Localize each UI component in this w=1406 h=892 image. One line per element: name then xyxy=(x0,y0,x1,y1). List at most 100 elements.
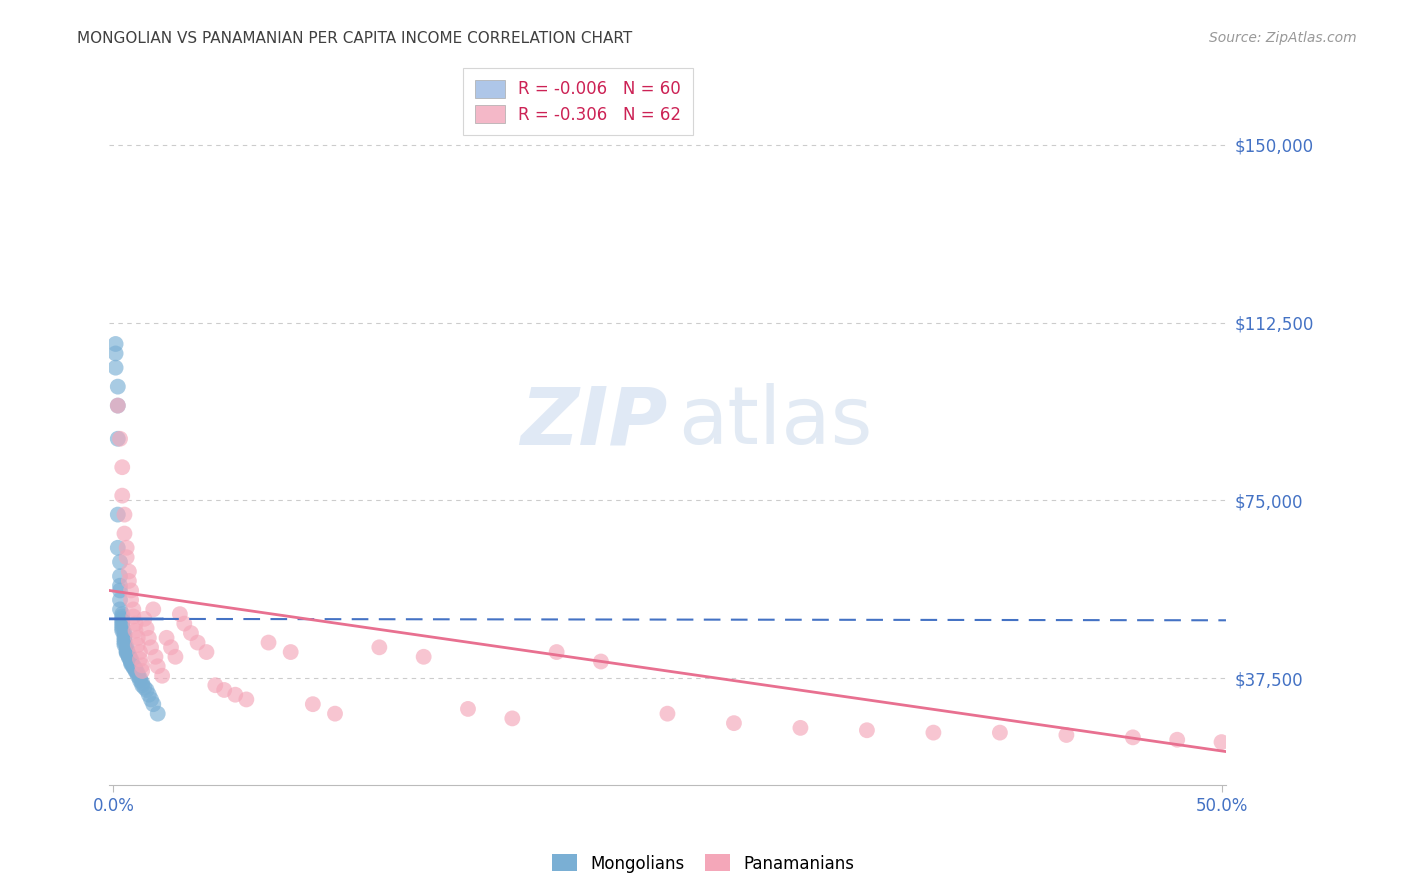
Point xyxy=(135,683,157,698)
Point xyxy=(139,692,162,706)
Point xyxy=(127,638,149,652)
Point xyxy=(111,616,134,631)
Point xyxy=(129,652,152,666)
Point xyxy=(114,508,136,522)
Point xyxy=(122,602,145,616)
Point xyxy=(108,432,131,446)
Point xyxy=(129,671,152,685)
Point xyxy=(108,583,131,598)
Point xyxy=(108,602,131,616)
Point xyxy=(139,640,162,655)
Point xyxy=(104,360,127,375)
Point xyxy=(114,631,136,645)
Point xyxy=(111,460,134,475)
Point xyxy=(142,602,165,616)
Point xyxy=(111,624,134,638)
Point xyxy=(501,711,523,725)
Point xyxy=(120,655,142,669)
Point xyxy=(124,663,146,677)
Point xyxy=(111,489,134,503)
Point xyxy=(856,723,879,738)
Point xyxy=(122,659,145,673)
Text: ZIP: ZIP xyxy=(520,384,668,461)
Point xyxy=(142,697,165,711)
Point xyxy=(323,706,346,721)
Point xyxy=(118,650,141,665)
Point xyxy=(111,619,134,633)
Point xyxy=(165,649,187,664)
Point xyxy=(134,612,156,626)
Point xyxy=(111,614,134,628)
Point xyxy=(131,664,153,678)
Point xyxy=(134,681,156,695)
Point xyxy=(114,638,136,652)
Point xyxy=(111,612,134,626)
Point xyxy=(115,642,138,657)
Point xyxy=(138,688,160,702)
Point xyxy=(108,569,131,583)
Point xyxy=(114,526,136,541)
Point xyxy=(135,621,157,635)
Point xyxy=(111,609,134,624)
Point xyxy=(120,657,142,671)
Point xyxy=(789,721,811,735)
Text: MONGOLIAN VS PANAMANIAN PER CAPITA INCOME CORRELATION CHART: MONGOLIAN VS PANAMANIAN PER CAPITA INCOM… xyxy=(77,31,633,46)
Point xyxy=(657,706,679,721)
Point xyxy=(120,593,142,607)
Point xyxy=(124,624,146,638)
Point xyxy=(118,574,141,588)
Point xyxy=(589,655,612,669)
Point xyxy=(146,659,169,673)
Point xyxy=(723,716,745,731)
Point xyxy=(173,616,195,631)
Point xyxy=(122,660,145,674)
Point xyxy=(118,565,141,579)
Point xyxy=(131,676,153,690)
Point xyxy=(224,688,246,702)
Point xyxy=(124,664,146,678)
Point xyxy=(120,583,142,598)
Point xyxy=(212,683,235,698)
Point xyxy=(180,626,202,640)
Point xyxy=(131,658,153,673)
Point xyxy=(127,669,149,683)
Point xyxy=(118,648,141,663)
Point xyxy=(169,607,191,621)
Point xyxy=(120,654,142,668)
Point xyxy=(122,609,145,624)
Point xyxy=(127,631,149,645)
Point xyxy=(120,656,142,670)
Point xyxy=(988,725,1011,739)
Point xyxy=(115,644,138,658)
Point xyxy=(257,635,280,649)
Point xyxy=(160,640,183,655)
Point xyxy=(104,346,127,360)
Point xyxy=(124,616,146,631)
Point xyxy=(546,645,568,659)
Point xyxy=(115,640,138,655)
Point xyxy=(187,635,209,649)
Point xyxy=(107,541,129,555)
Legend: Mongolians, Panamanians: Mongolians, Panamanians xyxy=(546,847,860,880)
Point xyxy=(195,645,218,659)
Point xyxy=(146,706,169,721)
Point xyxy=(114,633,136,648)
Y-axis label: Per Capita Income: Per Capita Income xyxy=(0,352,7,492)
Point xyxy=(922,725,945,739)
Point xyxy=(1122,731,1144,745)
Point xyxy=(122,658,145,673)
Point xyxy=(155,631,177,645)
Point xyxy=(108,555,131,569)
Point xyxy=(111,621,134,635)
Legend: R = -0.006   N = 60, R = -0.306   N = 62: R = -0.006 N = 60, R = -0.306 N = 62 xyxy=(463,68,693,136)
Point xyxy=(131,678,153,692)
Point xyxy=(107,508,129,522)
Point xyxy=(1211,735,1233,749)
Point xyxy=(129,673,152,688)
Point xyxy=(114,626,136,640)
Text: Source: ZipAtlas.com: Source: ZipAtlas.com xyxy=(1209,31,1357,45)
Point xyxy=(145,649,167,664)
Point xyxy=(114,635,136,649)
Point xyxy=(114,628,136,642)
Text: atlas: atlas xyxy=(679,384,873,461)
